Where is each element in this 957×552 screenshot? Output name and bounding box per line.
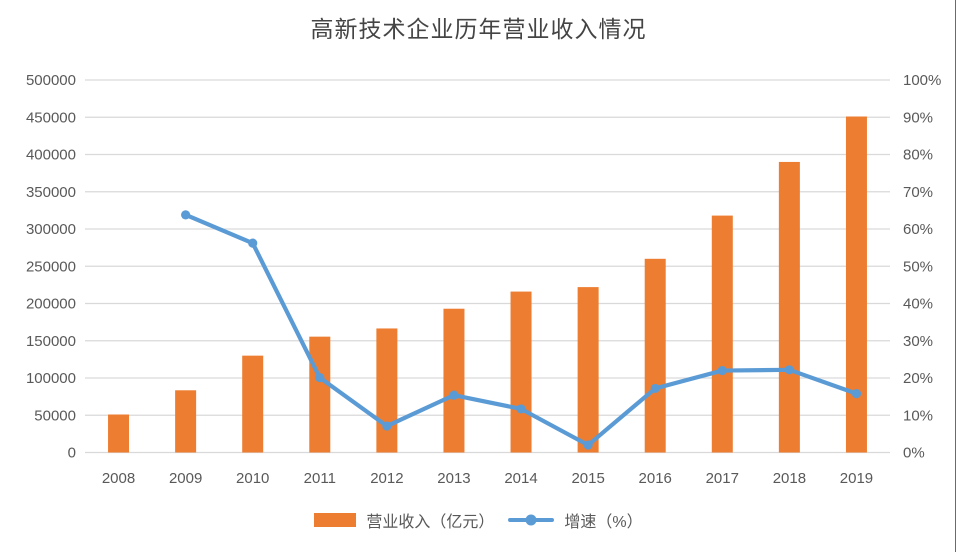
right-axis-tick-label: 80% <box>903 147 933 164</box>
left-axis-tick-label: 150000 <box>26 333 76 350</box>
revenue-bar-swatch-icon <box>314 513 357 527</box>
legend-label-growth: 增速（%） <box>564 514 643 531</box>
left-axis-tick-label: 100000 <box>26 370 76 387</box>
x-axis-label: 2018 <box>773 470 806 487</box>
growth-line-point <box>382 421 392 431</box>
revenue-bar <box>309 336 331 453</box>
revenue-bar <box>778 161 800 453</box>
window-right-edge <box>955 0 956 552</box>
revenue-bar <box>845 116 867 453</box>
x-axis-label: 2014 <box>504 470 537 487</box>
growth-line-point <box>449 390 459 400</box>
left-axis-tick-label: 50000 <box>34 407 76 424</box>
left-axis-tick-label: 200000 <box>26 296 76 313</box>
right-axis-tick-label: 60% <box>903 221 933 238</box>
revenue-bar <box>376 328 398 453</box>
revenue-bar <box>711 215 733 453</box>
x-axis-label: 2008 <box>102 470 135 487</box>
legend-item-revenue: 营业收入（亿元） <box>314 508 494 532</box>
right-axis-tick-label: 90% <box>903 109 933 126</box>
x-axis-label: 2015 <box>571 470 604 487</box>
growth-line-point <box>315 373 325 383</box>
revenue-bar <box>443 308 465 453</box>
growth-line-point <box>583 440 593 450</box>
growth-line-point <box>181 210 191 220</box>
chart-legend: 营业收入（亿元） 增速（%） <box>0 503 957 537</box>
revenue-bar <box>175 390 197 453</box>
x-axis-label: 2009 <box>169 470 202 487</box>
growth-line-point <box>717 365 727 376</box>
revenue-bar <box>510 291 532 453</box>
left-axis-tick-label: 400000 <box>26 147 76 164</box>
right-axis-tick-label: 10% <box>903 407 933 424</box>
right-axis-tick-label: 30% <box>903 333 933 350</box>
right-axis-tick-label: 0% <box>903 445 925 462</box>
x-axis-label: 2012 <box>370 470 403 487</box>
growth-line-swatch-icon <box>508 514 555 526</box>
left-axis-tick-label: 0 <box>68 445 76 462</box>
x-axis-label: 2017 <box>706 470 739 487</box>
right-axis-tick-label: 70% <box>903 184 933 201</box>
x-axis-label: 2011 <box>304 470 336 487</box>
left-axis-tick-label: 350000 <box>26 184 76 201</box>
chart-title: 高新技术企业历年营业收入情况 <box>310 17 647 42</box>
right-axis-tick-label: 20% <box>903 370 933 387</box>
legend-label-revenue: 营业收入（亿元） <box>366 514 495 531</box>
growth-line-point <box>851 389 862 399</box>
right-axis-tick-label: 100% <box>903 72 941 89</box>
revenue-bar <box>242 355 264 453</box>
growth-line-point <box>650 383 660 394</box>
growth-line-point <box>516 404 526 414</box>
growth-line-point <box>248 238 258 248</box>
left-axis-tick-label: 300000 <box>26 221 76 238</box>
right-axis-tick-label: 50% <box>903 258 933 275</box>
growth-line-marker-icon <box>525 514 537 526</box>
left-axis-tick-label: 500000 <box>26 72 76 89</box>
right-axis-tick-label: 40% <box>903 296 933 313</box>
legend-item-growth: 增速（%） <box>508 508 643 532</box>
x-axis-label: 2019 <box>840 470 873 487</box>
revenue-bar <box>644 258 666 453</box>
revenue-bar <box>577 287 599 453</box>
growth-line-point <box>784 365 794 375</box>
left-axis-tick-label: 250000 <box>26 258 76 275</box>
x-axis-label: 2010 <box>236 470 269 487</box>
revenue-bar <box>108 414 130 453</box>
x-axis-label: 2013 <box>437 470 470 487</box>
x-axis-label: 2016 <box>639 470 672 487</box>
left-axis-tick-label: 450000 <box>26 109 76 126</box>
